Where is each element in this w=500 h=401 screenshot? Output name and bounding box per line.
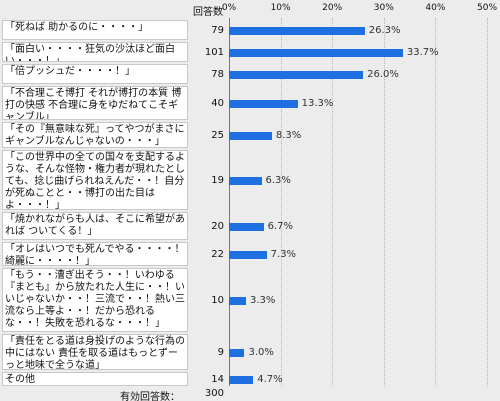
count: 10 — [211, 295, 224, 306]
bar — [229, 297, 247, 305]
category-label: 「不合理こそ博打 それが博打の本質 博打の快感 不合理に身をゆだねてこそギャンブ… — [2, 86, 188, 120]
x-tick-label: 0% — [221, 3, 237, 13]
count: 40 — [211, 98, 224, 109]
value-label: 8.3% — [275, 130, 302, 141]
count: 9 — [217, 347, 224, 358]
category-label: 「オレはいつでも死んでやる・・・・！綺麗に・・・・！」 — [2, 242, 188, 266]
bar — [229, 71, 364, 79]
grid-line — [435, 18, 437, 386]
x-tick-label: 50% — [476, 3, 498, 13]
count-header: 回答数 — [193, 7, 223, 18]
x-tick-label: 40% — [425, 3, 446, 13]
value-label: 26.3% — [368, 25, 401, 36]
category-label: 「その『無意味な死』ってやつがまさにギャンブルなんじゃないの・・・」 — [2, 122, 188, 148]
category-label: 「この世界中の全ての国々を支配するような、そんな怪物・権力者が現れたとしても、捻… — [2, 150, 188, 210]
x-tick-label: 20% — [322, 3, 343, 13]
category-label: 「責任をとる道は身投げのような行為の中にはない 責任を取る道はもっとずーっと地味… — [2, 334, 188, 370]
bar — [229, 251, 267, 259]
total-label: 有効回答数： — [120, 392, 180, 401]
grid-line — [280, 18, 282, 386]
x-tick-label: 30% — [373, 3, 394, 13]
count: 22 — [211, 249, 224, 260]
bar — [229, 100, 298, 108]
bar — [229, 132, 272, 140]
count: 19 — [211, 175, 224, 186]
value-label: 26.0% — [367, 69, 399, 80]
count: 14 — [211, 374, 224, 385]
x-tick-label: 10% — [270, 3, 291, 13]
category-label: 「死ねば 助かるのに・・・・」 — [2, 20, 188, 40]
count: 20 — [211, 221, 224, 232]
category-label: 「倍プッシュだ・・・・！」 — [2, 64, 188, 84]
grid-line — [487, 18, 488, 386]
bar — [229, 349, 245, 357]
value-label: 4.7% — [257, 374, 283, 385]
count: 78 — [211, 69, 224, 80]
grid-line — [383, 18, 385, 386]
value-label: 6.7% — [267, 221, 293, 232]
category-label: 「面白い・・・・狂気の沙汰ほど面白い・・・！」 — [2, 42, 188, 62]
count: 101 — [204, 47, 224, 58]
value-label: 6.3% — [265, 175, 291, 186]
axis-line — [229, 18, 230, 386]
value-label: 3.3% — [250, 295, 276, 306]
bar — [229, 376, 254, 384]
value-label: 33.7% — [406, 47, 439, 58]
total-count: 300 — [204, 388, 224, 399]
count: 25 — [211, 130, 224, 141]
bar — [229, 27, 365, 35]
grid-line — [332, 18, 334, 386]
category-label: その他 — [2, 372, 188, 386]
count: 79 — [211, 25, 224, 36]
category-label: 「もう・・漕ぎ出そう・・！いわゆる『まとも』から放たれた人生に・・！いいじゃない… — [2, 268, 188, 332]
category-label: 「焼かれながらも人は、そこに希望があれば ついてくる！」 — [2, 212, 188, 240]
value-label: 7.3% — [270, 249, 297, 260]
value-label: 13.3% — [301, 98, 334, 109]
bar — [229, 49, 403, 57]
bar — [229, 223, 264, 231]
value-label: 3.0% — [248, 347, 274, 358]
bar — [229, 177, 262, 185]
